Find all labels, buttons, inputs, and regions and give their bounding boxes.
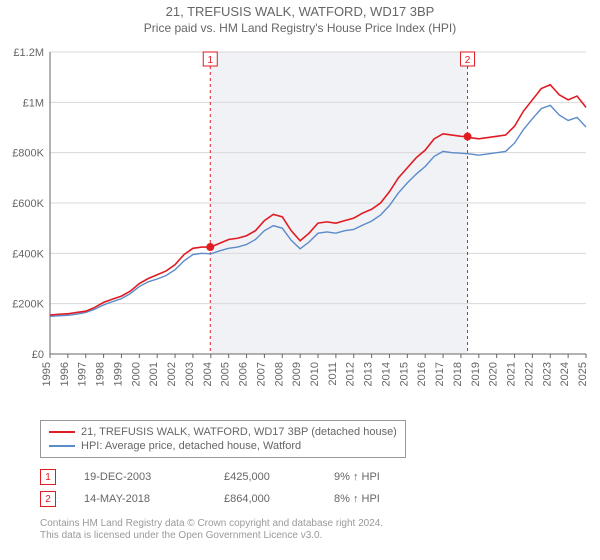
legend-row: HPI: Average price, detached house, Watf… — [49, 439, 397, 453]
transaction-badge: 1 — [40, 469, 56, 485]
legend-swatch — [49, 431, 75, 433]
x-tick-label: 1995 — [41, 362, 53, 386]
transaction-price: £864,000 — [224, 493, 334, 505]
x-tick-label: 2013 — [363, 362, 375, 386]
marker-badge-label: 2 — [465, 55, 471, 66]
x-tick-label: 2022 — [523, 362, 535, 386]
chart-title-block: 21, TREFUSIS WALK, WATFORD, WD17 3BP Pri… — [0, 0, 600, 35]
y-tick-label: £200K — [12, 299, 44, 311]
x-tick-label: 1998 — [95, 362, 107, 386]
footer: Contains HM Land Registry data © Crown c… — [40, 518, 383, 542]
x-tick-label: 2006 — [238, 362, 250, 386]
x-tick-label: 2014 — [380, 362, 392, 386]
y-tick-label: £800K — [12, 148, 44, 160]
x-tick-label: 2000 — [130, 362, 142, 386]
x-tick-label: 2015 — [398, 362, 410, 386]
x-tick-label: 1997 — [77, 362, 89, 386]
footer-line1: Contains HM Land Registry data © Crown c… — [40, 518, 383, 530]
x-tick-label: 2003 — [184, 362, 196, 386]
y-tick-label: £1.2M — [13, 47, 44, 59]
x-tick-label: 2020 — [488, 362, 500, 386]
x-tick-label: 2019 — [470, 362, 482, 386]
x-tick-label: 2009 — [291, 362, 303, 386]
transaction-price: £425,000 — [224, 471, 334, 483]
x-tick-label: 1999 — [112, 362, 124, 386]
x-tick-label: 2016 — [416, 362, 428, 386]
legend-label: HPI: Average price, detached house, Watf… — [81, 439, 301, 453]
legend: 21, TREFUSIS WALK, WATFORD, WD17 3BP (de… — [40, 420, 406, 458]
transaction-row: 2 14-MAY-2018£864,0008% ↑ HPI — [40, 488, 454, 510]
legend-swatch — [49, 445, 75, 447]
x-tick-label: 2008 — [273, 362, 285, 386]
chart: £0 £200K £400K £600K £800K £1M £1.2M 1995 1996 19… — [10, 44, 590, 414]
transaction-table: 1 19-DEC-2003£425,0009% ↑ HPI 2 14-MAY-2018… — [40, 466, 454, 510]
chart-svg: £0 £200K £400K £600K £800K £1M £1.2M 1995 1996 19… — [10, 44, 590, 414]
x-tick-label: 2023 — [541, 362, 553, 386]
chart-title-line1: 21, TREFUSIS WALK, WATFORD, WD17 3BP — [0, 4, 600, 19]
transaction-date: 14-MAY-2018 — [84, 493, 224, 505]
x-tick-label: 1996 — [59, 362, 71, 386]
legend-label: 21, TREFUSIS WALK, WATFORD, WD17 3BP (de… — [81, 425, 397, 439]
x-tick-label: 2018 — [452, 362, 464, 386]
x-tick-label: 2012 — [345, 362, 357, 386]
x-tick-label: 2011 — [327, 362, 339, 386]
marker-badge-label: 1 — [207, 55, 213, 66]
x-tick-label: 2007 — [255, 362, 267, 386]
transaction-hpi: 9% ↑ HPI — [334, 471, 454, 483]
transaction-row: 1 19-DEC-2003£425,0009% ↑ HPI — [40, 466, 454, 488]
x-tick-label: 2002 — [166, 362, 178, 386]
x-tick-label: 2004 — [202, 362, 214, 386]
x-tick-label: 2010 — [309, 362, 321, 386]
transaction-hpi: 8% ↑ HPI — [334, 493, 454, 505]
y-tick-label: £0 — [32, 349, 44, 361]
x-tick-label: 2024 — [559, 362, 571, 386]
x-tick-label: 2001 — [148, 362, 160, 386]
y-tick-label: £600K — [12, 198, 44, 210]
x-tick-label: 2021 — [506, 362, 518, 386]
transaction-date: 19-DEC-2003 — [84, 471, 224, 483]
legend-row: 21, TREFUSIS WALK, WATFORD, WD17 3BP (de… — [49, 425, 397, 439]
x-tick-label: 2017 — [434, 362, 446, 386]
x-tick-label: 2025 — [577, 362, 589, 386]
y-tick-label: £400K — [12, 248, 44, 260]
y-tick-label: £1M — [23, 97, 44, 109]
footer-line2: This data is licensed under the Open Gov… — [40, 530, 383, 542]
chart-title-line2: Price paid vs. HM Land Registry's House … — [0, 21, 600, 35]
transaction-badge: 2 — [40, 491, 56, 507]
x-tick-label: 2005 — [220, 362, 232, 386]
